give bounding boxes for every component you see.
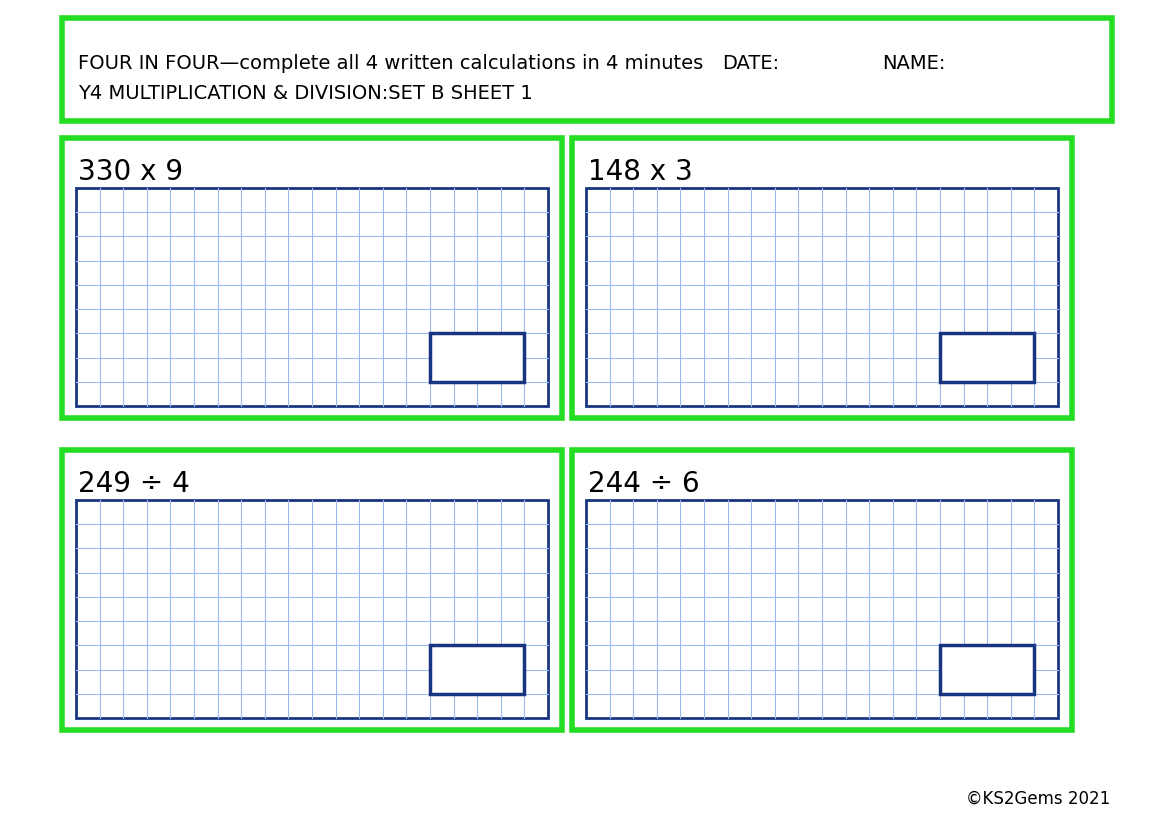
Bar — [62, 138, 562, 418]
Bar — [76, 500, 548, 718]
Text: Y4 MULTIPLICATION & DIVISION:SET B SHEET 1: Y4 MULTIPLICATION & DIVISION:SET B SHEET… — [78, 84, 532, 103]
Text: 244 ÷ 6: 244 ÷ 6 — [589, 470, 700, 498]
Bar — [586, 500, 1058, 718]
Bar — [431, 333, 524, 382]
Text: 148 x 3: 148 x 3 — [589, 158, 693, 186]
Bar — [62, 18, 1111, 121]
Text: 330 x 9: 330 x 9 — [78, 158, 184, 186]
Bar — [431, 645, 524, 694]
Text: NAME:: NAME: — [882, 54, 945, 73]
Bar — [586, 188, 1058, 406]
Bar — [76, 188, 548, 406]
Bar — [572, 138, 1072, 418]
Text: FOUR IN FOUR—complete all 4 written calculations in 4 minutes: FOUR IN FOUR—complete all 4 written calc… — [78, 54, 703, 73]
Bar — [62, 450, 562, 730]
Bar — [940, 645, 1034, 694]
Text: 249 ÷ 4: 249 ÷ 4 — [78, 470, 190, 498]
Bar — [940, 333, 1034, 382]
Text: DATE:: DATE: — [722, 54, 779, 73]
Text: ©KS2Gems 2021: ©KS2Gems 2021 — [965, 790, 1110, 808]
Bar — [572, 450, 1072, 730]
